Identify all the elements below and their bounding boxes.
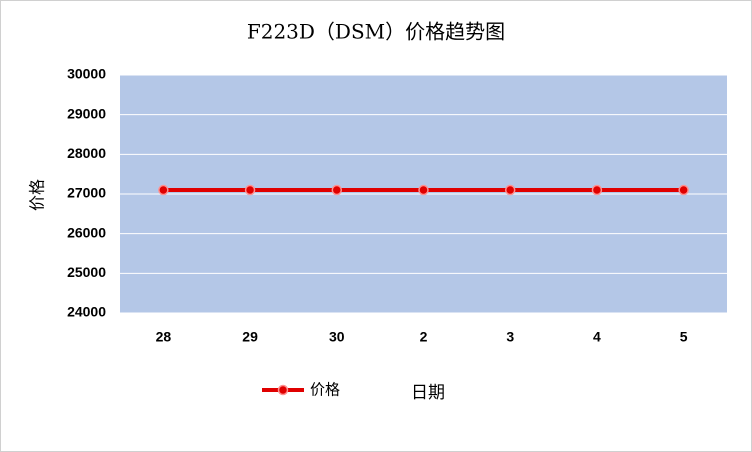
- data-point: [331, 184, 343, 196]
- data-point: [244, 184, 256, 196]
- y-tick-label: 24000: [67, 304, 106, 320]
- x-tick-label: 5: [680, 329, 688, 345]
- data-point: [418, 184, 429, 196]
- x-tick-label: 30: [329, 329, 345, 345]
- legend-label: 价格: [310, 381, 340, 399]
- legend-marker: [277, 384, 289, 396]
- y-tick-label: 26000: [67, 224, 106, 240]
- y-tick-label: 25000: [67, 264, 106, 280]
- data-point: [504, 184, 516, 196]
- data-point: [678, 184, 689, 196]
- x-tick-label: 3: [506, 329, 514, 345]
- data-point: [591, 184, 603, 196]
- x-tick-label: 28: [156, 329, 172, 345]
- x-axis-label: 日期: [411, 383, 445, 403]
- chart-title: F223D（DSM）价格趋势图: [247, 20, 505, 44]
- y-axis-label: 价格: [28, 179, 47, 211]
- y-tick-label: 27000: [67, 185, 106, 201]
- x-tick-label: 29: [242, 329, 258, 345]
- data-point: [158, 184, 169, 196]
- y-tick-label: 30000: [67, 66, 106, 82]
- y-tick-label: 28000: [67, 145, 106, 161]
- x-tick-label: 2: [420, 329, 428, 345]
- y-tick-label: 29000: [67, 105, 106, 121]
- x-tick-label: 4: [593, 329, 601, 345]
